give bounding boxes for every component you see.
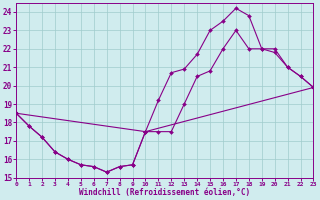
X-axis label: Windchill (Refroidissement éolien,°C): Windchill (Refroidissement éolien,°C): [79, 188, 250, 197]
